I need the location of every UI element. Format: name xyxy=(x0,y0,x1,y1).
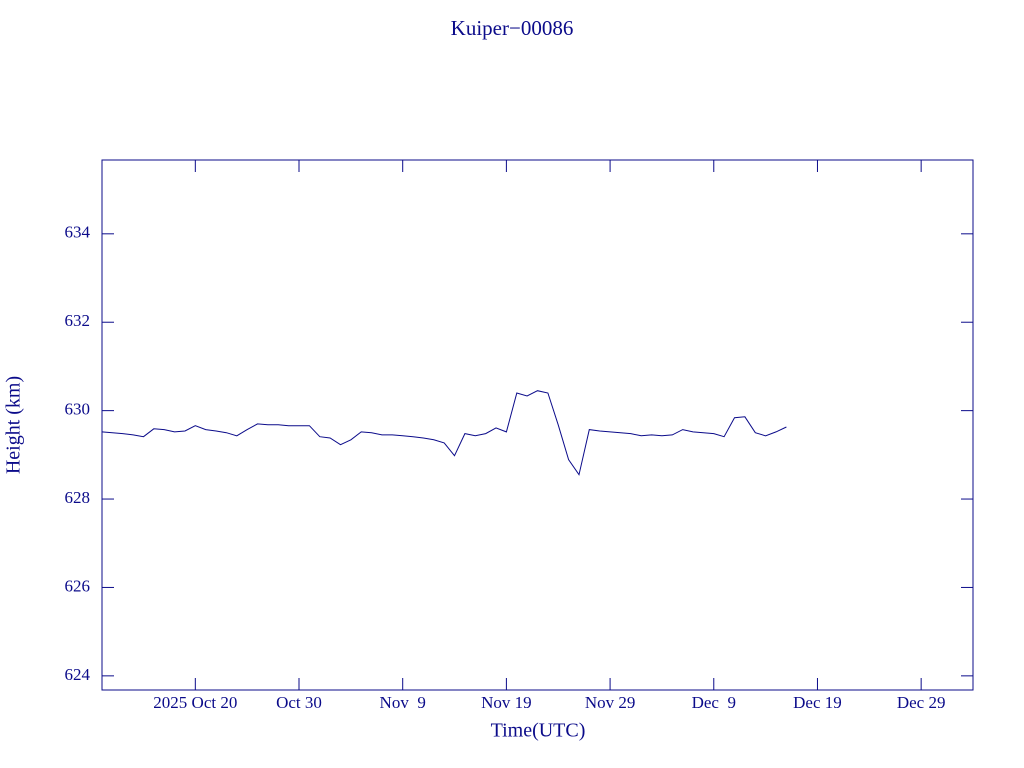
x-tick-label: Dec 19 xyxy=(793,693,842,712)
y-tick-label: 634 xyxy=(65,223,91,242)
x-axis-label: Time(UTC) xyxy=(491,720,586,742)
chart-title: Kuiper−00086 xyxy=(451,16,574,40)
y-tick-label: 628 xyxy=(65,488,91,507)
x-tick-label: Nov 19 xyxy=(481,693,532,712)
y-tick-label: 632 xyxy=(65,311,91,330)
y-tick-label: 624 xyxy=(65,665,91,684)
x-tick-label: Nov 9 xyxy=(380,693,426,712)
y-axis-label: Height (km) xyxy=(3,376,25,474)
data-line xyxy=(101,390,787,476)
x-tick-label: 2025 Oct 20 xyxy=(153,693,237,712)
x-tick-label: Dec 29 xyxy=(897,693,946,712)
x-tick-label: Dec 9 xyxy=(692,693,736,712)
x-tick-label: Nov 29 xyxy=(585,693,636,712)
plot-frame xyxy=(101,159,974,691)
y-tick-label: 626 xyxy=(65,576,91,595)
x-tick-label: Oct 30 xyxy=(276,693,322,712)
y-tick-label: 630 xyxy=(65,400,91,419)
